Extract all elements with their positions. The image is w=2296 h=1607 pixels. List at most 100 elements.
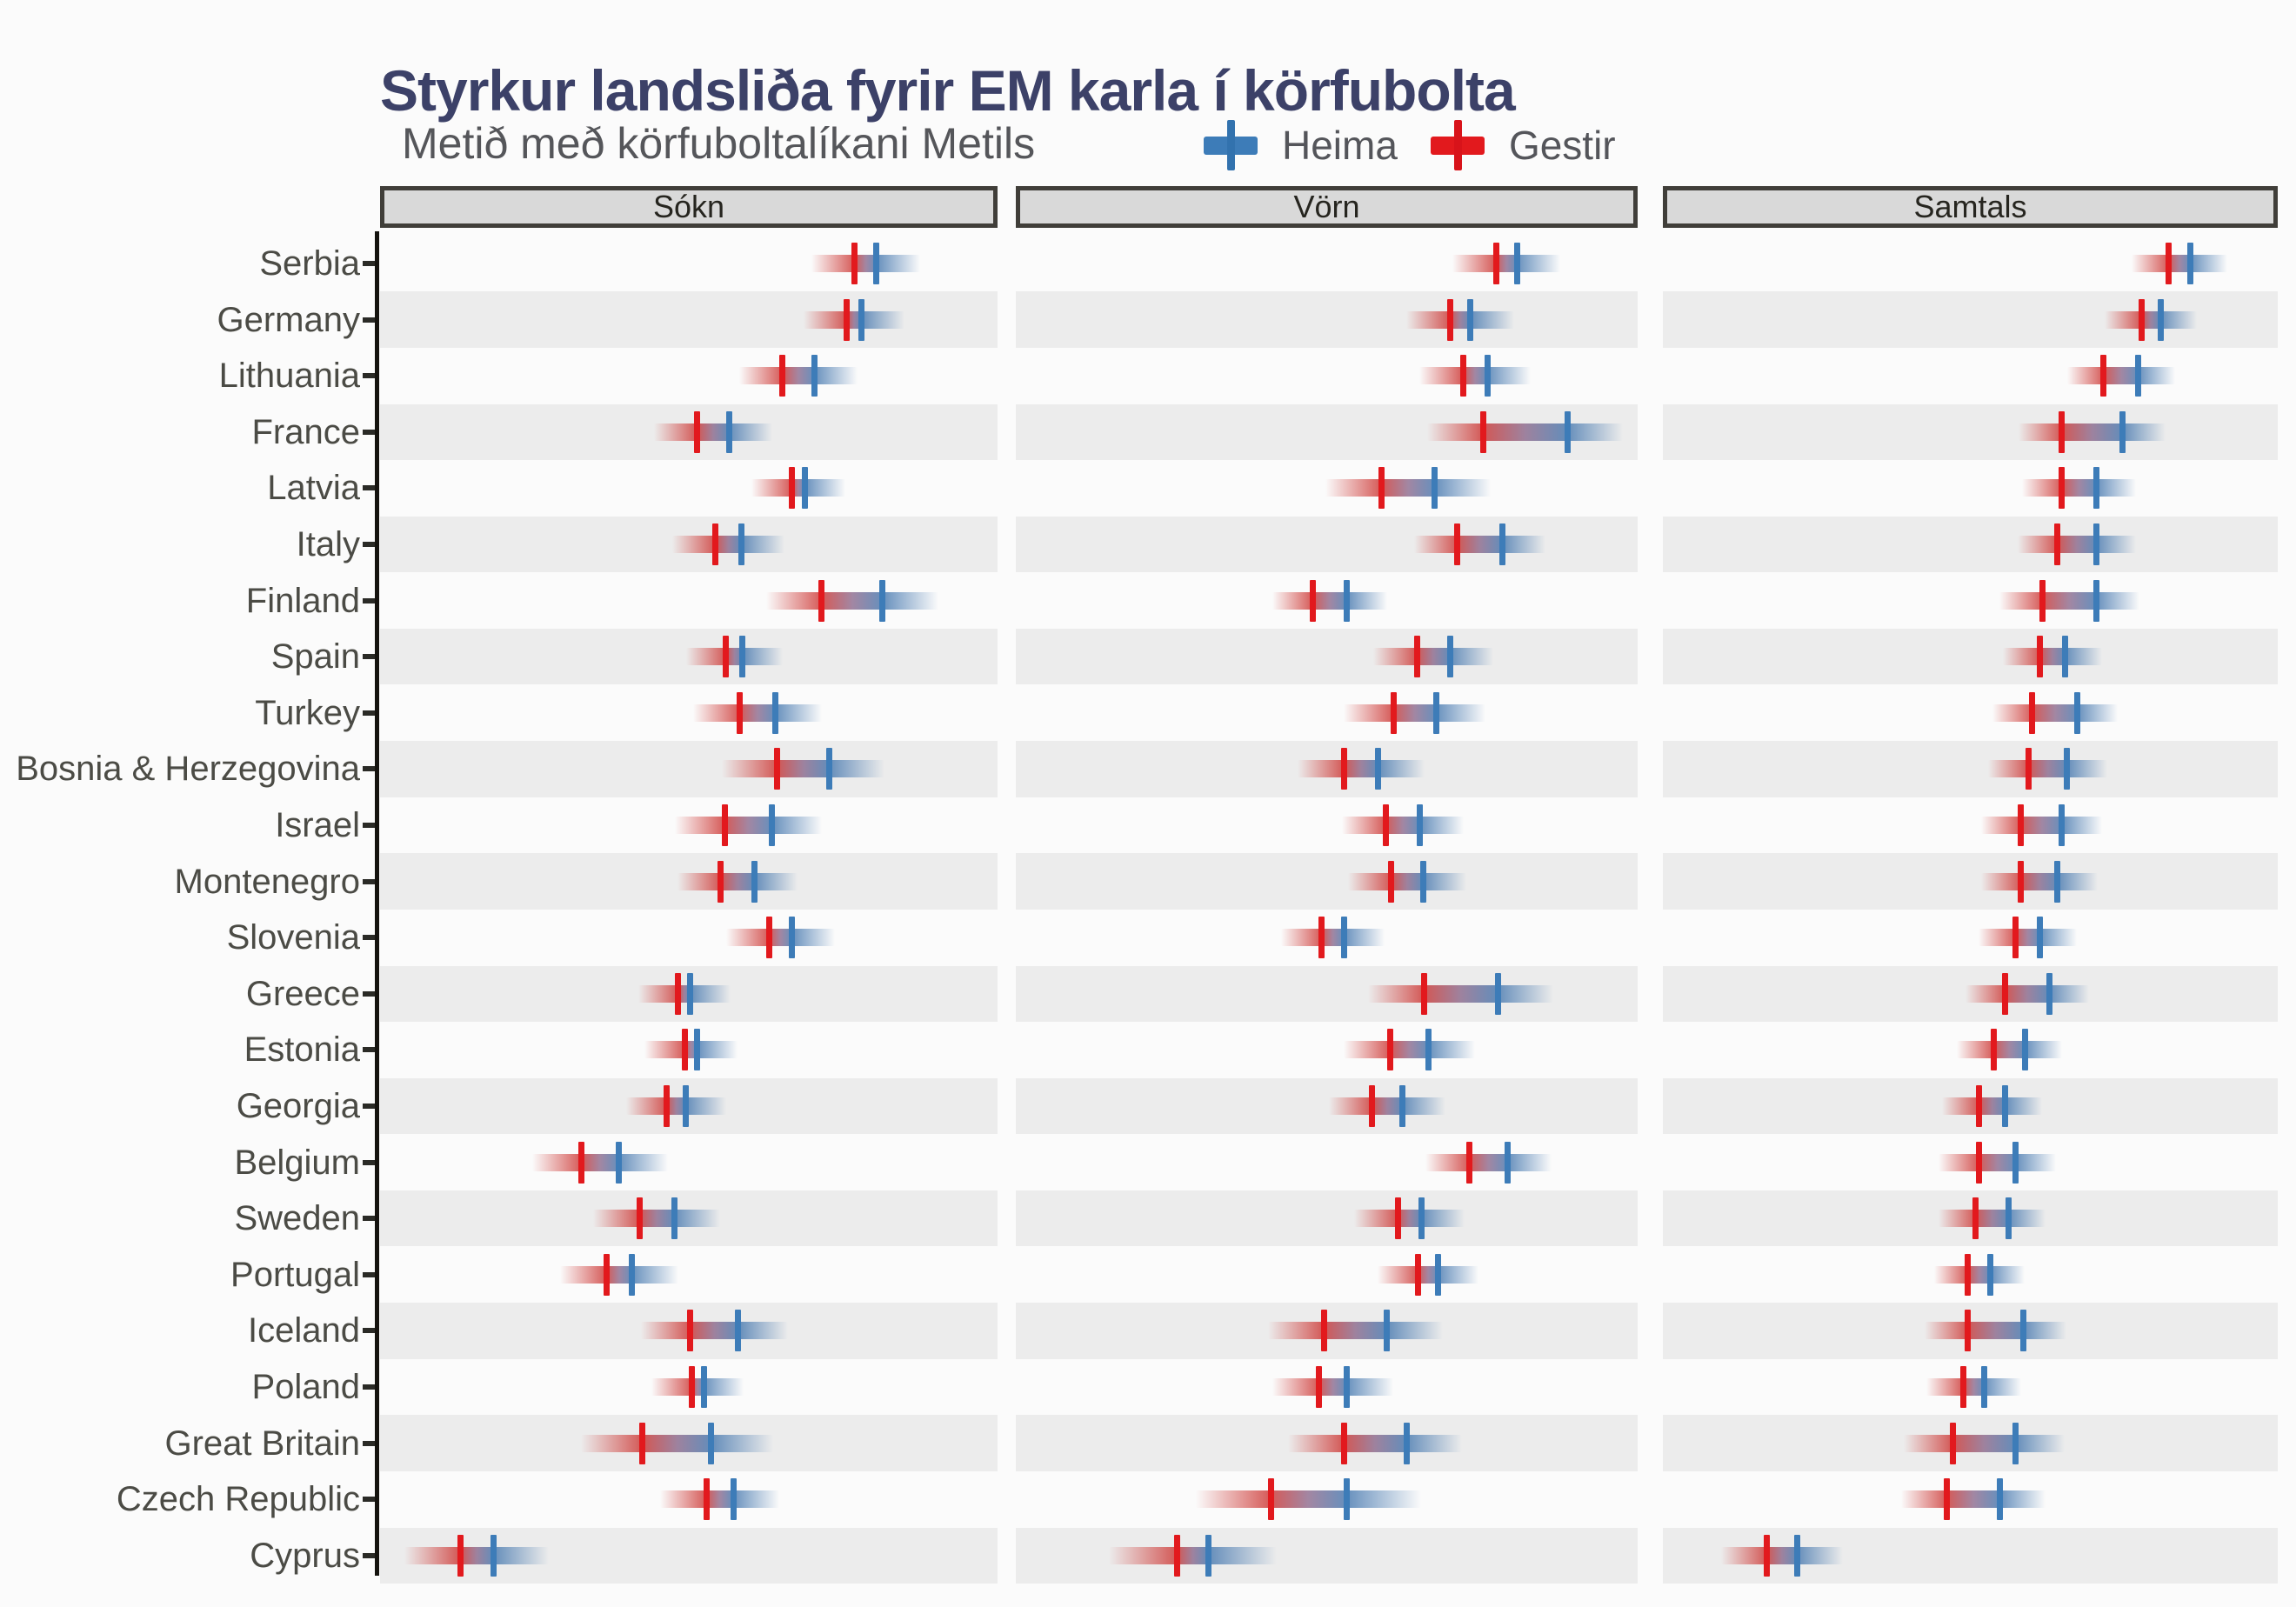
gestir-tick xyxy=(604,1253,611,1296)
y-axis-tick xyxy=(363,1047,375,1053)
row-stripe xyxy=(1016,853,1638,910)
country-label: Iceland xyxy=(248,1311,360,1350)
y-axis-tick xyxy=(363,1328,375,1334)
chart-subtitle: Metið með körfuboltalíkani Metils xyxy=(402,119,1036,168)
uncertainty-band xyxy=(580,1434,773,1452)
gestir-marker-icon xyxy=(1430,120,1485,170)
heima-tick xyxy=(2074,691,2080,734)
country-label: Greece xyxy=(245,974,360,1013)
y-axis-tick xyxy=(363,317,375,323)
heima-tick xyxy=(2012,1141,2019,1184)
y-axis-tick xyxy=(363,878,375,884)
gestir-tick xyxy=(1267,1478,1274,1521)
uncertainty-band xyxy=(1406,310,1514,329)
uncertainty-band xyxy=(1342,817,1464,834)
heima-tick xyxy=(694,1029,701,1071)
row-stripe xyxy=(1663,403,2278,461)
uncertainty-band xyxy=(1413,536,1546,553)
heima-tick xyxy=(2021,1029,2028,1071)
gestir-tick xyxy=(2025,748,2032,790)
gestir-tick xyxy=(1174,1534,1181,1577)
uncertainty-band xyxy=(626,1097,726,1115)
uncertainty-band xyxy=(725,929,836,947)
heima-tick xyxy=(2005,1197,2012,1240)
y-axis-tick xyxy=(363,1384,375,1390)
heima-tick xyxy=(1432,467,1438,510)
y-axis-tick xyxy=(363,542,375,547)
uncertainty-band xyxy=(531,1153,668,1171)
heima-tick xyxy=(1505,1141,1512,1184)
gestir-tick xyxy=(1960,1366,1967,1408)
uncertainty-band xyxy=(1271,591,1387,610)
gestir-tick xyxy=(639,1422,646,1464)
heima-tick xyxy=(1498,523,1505,565)
gestir-tick xyxy=(1990,1029,1997,1071)
uncertainty-band xyxy=(1425,1153,1552,1171)
heima-tick xyxy=(615,1141,622,1184)
y-axis-tick xyxy=(363,766,375,772)
gestir-tick xyxy=(1492,243,1499,284)
gestir-tick xyxy=(1975,1085,1982,1127)
heima-tick xyxy=(1343,579,1350,622)
y-axis-tick xyxy=(363,823,375,828)
uncertainty-band xyxy=(675,817,822,834)
uncertainty-band xyxy=(1426,423,1624,441)
row-stripe xyxy=(380,291,998,348)
heima-tick xyxy=(671,1197,677,1240)
facet-label-samtals: Samtals xyxy=(1913,189,2027,224)
y-axis-tick xyxy=(363,261,375,266)
gestir-tick xyxy=(851,243,858,284)
heima-tick xyxy=(1484,355,1491,397)
country-label: Serbia xyxy=(259,244,360,283)
gestir-tick xyxy=(1446,298,1453,341)
heima-tick xyxy=(879,579,886,622)
heima-tick xyxy=(873,243,880,284)
uncertainty-band xyxy=(811,255,920,272)
uncertainty-band xyxy=(560,1265,678,1284)
y-axis-tick xyxy=(363,935,375,941)
gestir-tick xyxy=(681,1029,688,1071)
heima-tick xyxy=(735,1310,742,1352)
country-label: Bosnia & Herzegovina xyxy=(16,750,360,789)
uncertainty-band xyxy=(2131,255,2227,272)
heima-tick xyxy=(2157,298,2164,341)
heima-tick xyxy=(700,1366,707,1408)
uncertainty-band xyxy=(1378,1265,1478,1284)
uncertainty-band xyxy=(637,984,731,1003)
gestir-tick xyxy=(1972,1197,1979,1240)
uncertainty-band xyxy=(1939,1210,2046,1228)
uncertainty-band xyxy=(660,1490,780,1509)
heima-tick xyxy=(1205,1534,1212,1577)
country-label: Spain xyxy=(270,637,360,677)
country-label: Turkey xyxy=(255,693,360,732)
gestir-tick xyxy=(1382,804,1389,846)
gestir-tick xyxy=(2059,467,2066,510)
gestir-tick xyxy=(675,972,682,1015)
heima-tick xyxy=(1419,860,1426,903)
uncertainty-band xyxy=(1196,1490,1422,1509)
uncertainty-band xyxy=(804,310,905,329)
heima-tick xyxy=(858,298,865,341)
gestir-tick xyxy=(779,355,786,397)
heima-tick xyxy=(738,523,744,565)
country-label: Estonia xyxy=(244,1030,360,1070)
gestir-tick xyxy=(2018,860,2024,903)
gestir-tick xyxy=(2018,804,2024,846)
heima-tick xyxy=(2135,355,2141,397)
uncertainty-band xyxy=(1281,929,1385,947)
legend: Heima Gestir xyxy=(1204,118,1616,172)
uncertainty-band xyxy=(671,536,784,553)
heima-tick xyxy=(2119,410,2126,453)
y-axis-tick xyxy=(363,429,375,435)
facet-strip-vorn: Vörn xyxy=(1016,186,1638,228)
legend-item-gestir: Gestir xyxy=(1430,120,1616,170)
uncertainty-band xyxy=(1343,1041,1476,1059)
uncertainty-band xyxy=(1979,929,2077,947)
uncertainty-band xyxy=(2017,536,2137,553)
country-label: Finland xyxy=(245,581,360,620)
uncertainty-band xyxy=(593,1210,721,1228)
y-axis-tick xyxy=(363,597,375,603)
country-label: Great Britain xyxy=(164,1424,360,1463)
uncertainty-band xyxy=(1904,1434,2066,1452)
heima-tick xyxy=(491,1534,497,1577)
